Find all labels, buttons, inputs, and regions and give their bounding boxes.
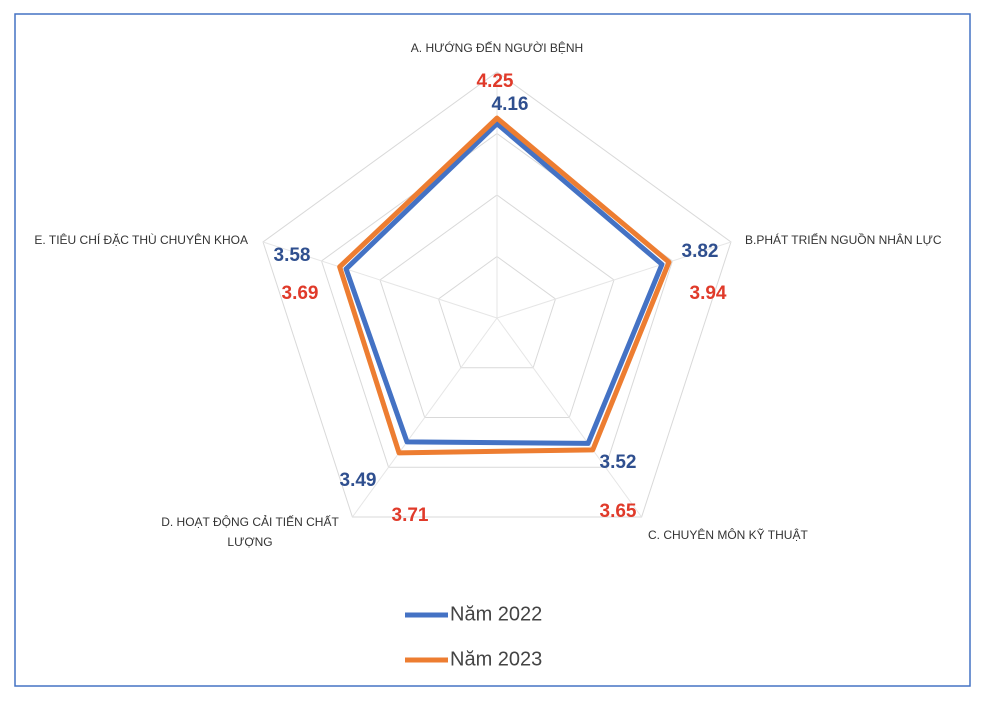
data-label: 3.49 xyxy=(340,470,377,491)
spoke xyxy=(352,317,498,518)
data-label: 4.16 xyxy=(492,94,529,115)
axis-label: E. TIÊU CHÍ ĐẶC THÙ CHUYÊN KHOA xyxy=(34,233,248,247)
data-label: 3.71 xyxy=(392,505,429,526)
legend-label: Năm 2023 xyxy=(450,648,542,670)
data-label: 3.69 xyxy=(282,283,319,304)
axis-label: A. HƯỚNG ĐẾN NGƯỜI BỆNH xyxy=(410,41,584,55)
grid-ring xyxy=(262,71,732,518)
series-line xyxy=(343,121,665,446)
spoke xyxy=(496,241,732,319)
spoke xyxy=(262,241,498,319)
frame xyxy=(14,13,971,687)
axis-label: D. HOẠT ĐỘNG CẢI TIẾN CHẤT LƯỢNG xyxy=(161,515,339,549)
data-label: 3.65 xyxy=(600,501,637,522)
data-label: 3.94 xyxy=(690,283,727,304)
data-label: 3.82 xyxy=(682,241,719,262)
data-label: 3.58 xyxy=(274,245,311,266)
axis-label: C. CHUYÊN MÔN KỸ THUẬT xyxy=(648,528,808,542)
series-line xyxy=(337,115,672,456)
data-label: 3.52 xyxy=(600,452,637,473)
data-label: 4.25 xyxy=(477,71,514,92)
grid-ring xyxy=(379,194,615,419)
spoke xyxy=(496,317,642,518)
grid-ring xyxy=(437,255,557,369)
axis-label: B.PHÁT TRIỂN NGUỒN NHÂN LỰC xyxy=(745,233,942,247)
legend-label: Năm 2022 xyxy=(450,603,542,625)
